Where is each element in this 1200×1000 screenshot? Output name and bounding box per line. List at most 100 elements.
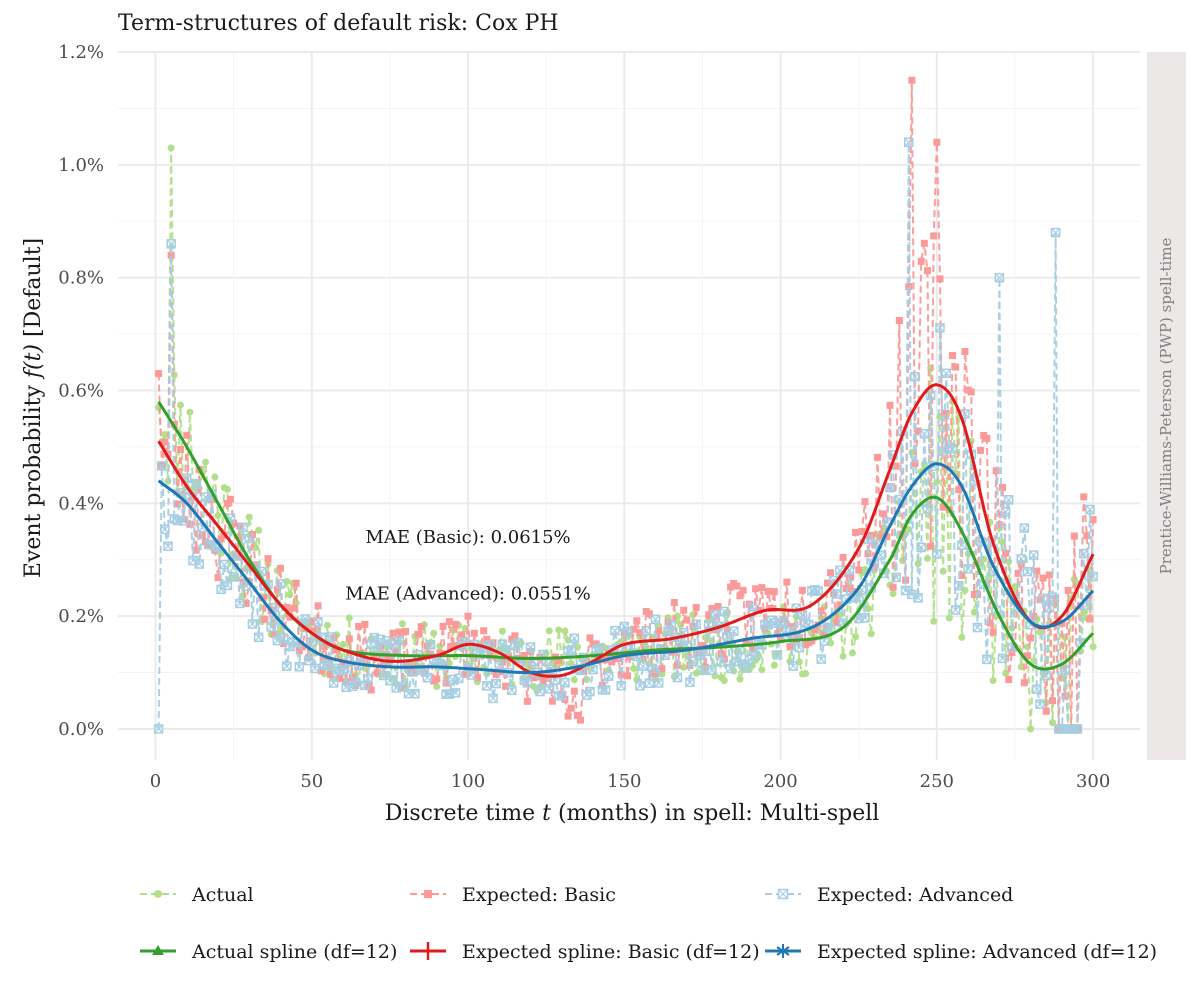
y-axis-title: Event probability f(t) [Default] xyxy=(21,238,46,578)
data-point-expected-basic xyxy=(833,619,841,627)
marker-cross xyxy=(166,239,176,249)
marker-cross xyxy=(954,581,964,591)
marker-cross xyxy=(322,661,332,671)
y-tick-label: 0.6% xyxy=(58,380,104,401)
data-point-expected-advanced xyxy=(957,540,967,550)
marker-box xyxy=(666,619,676,630)
data-point-expected-basic xyxy=(330,634,338,642)
data-point-actual xyxy=(555,626,563,634)
data-point-actual xyxy=(770,661,778,669)
marker-cross xyxy=(919,429,929,439)
data-point-expected-basic xyxy=(548,697,556,705)
data-point-expected-basic xyxy=(883,533,891,541)
data-point-expected-basic xyxy=(361,620,369,628)
data-point-expected-advanced xyxy=(941,368,951,379)
marker-cross xyxy=(773,650,782,660)
marker-cross xyxy=(935,323,945,333)
data-point-actual xyxy=(970,608,978,616)
data-point-expected-basic xyxy=(348,673,356,681)
data-point-expected-basic xyxy=(327,671,335,679)
x-tick-labels: 0 50 100 150 200 250 300 xyxy=(150,771,1111,792)
data-point-expected-advanced xyxy=(1082,600,1092,611)
data-point-expected-advanced xyxy=(919,429,930,439)
marker-box xyxy=(697,665,708,675)
marker-cross xyxy=(554,691,564,701)
marker-box xyxy=(166,239,176,249)
data-point-expected-advanced xyxy=(313,617,323,627)
data-point-expected-advanced xyxy=(650,614,661,625)
marker-cross xyxy=(326,632,335,642)
data-point-expected-basic xyxy=(817,607,825,615)
marker-box xyxy=(860,613,870,623)
data-point-expected-advanced xyxy=(163,541,173,551)
marker-cross xyxy=(779,616,789,626)
data-point-expected-basic xyxy=(555,656,563,664)
marker-cross xyxy=(335,666,345,676)
data-point-expected-basic xyxy=(630,625,638,633)
data-point-expected-basic xyxy=(608,658,616,666)
data-point-expected-advanced xyxy=(685,677,695,688)
marker-box xyxy=(622,626,633,637)
marker-cross xyxy=(1023,567,1032,577)
marker-cross xyxy=(666,619,676,629)
data-point-expected-basic xyxy=(820,629,828,637)
data-point-expected-advanced xyxy=(310,663,320,674)
data-point-expected-advanced xyxy=(653,678,664,688)
marker-box xyxy=(891,572,901,583)
marker-box xyxy=(769,618,780,628)
marker-box xyxy=(282,661,292,671)
data-point-expected-advanced xyxy=(644,678,655,688)
data-point-expected-basic xyxy=(708,604,716,612)
marker-cross xyxy=(179,516,189,526)
data-point-expected-basic xyxy=(236,522,244,530)
data-point-expected-basic xyxy=(264,555,272,563)
data-point-expected-basic xyxy=(736,592,744,600)
marker-cross xyxy=(1048,592,1057,602)
data-point-expected-advanced xyxy=(491,678,501,689)
data-point-expected-advanced xyxy=(507,685,517,695)
marker-cross xyxy=(229,572,239,582)
marker-box xyxy=(425,640,436,650)
marker-box xyxy=(444,689,455,699)
data-point-expected-basic xyxy=(698,642,706,650)
marker-cross xyxy=(601,685,610,695)
data-point-expected-basic xyxy=(1080,493,1088,501)
data-point-expected-basic xyxy=(948,352,956,360)
data-point-expected-advanced xyxy=(422,672,433,683)
data-point-expected-advanced xyxy=(922,504,933,514)
data-point-expected-basic xyxy=(364,681,372,689)
data-point-expected-advanced xyxy=(1016,554,1026,564)
data-point-expected-advanced xyxy=(157,461,167,471)
data-point-expected-basic xyxy=(705,611,713,619)
marker-cross xyxy=(885,483,895,493)
data-point-expected-advanced xyxy=(647,663,658,673)
marker-box xyxy=(916,542,926,553)
data-point-expected-basic xyxy=(564,712,572,720)
data-point-expected-basic xyxy=(442,679,450,687)
data-point-expected-advanced xyxy=(228,572,239,582)
marker-box xyxy=(588,664,598,675)
data-point-actual xyxy=(345,614,353,622)
marker-cross xyxy=(1085,505,1095,514)
data-point-expected-basic xyxy=(733,582,741,590)
data-point-expected-basic xyxy=(955,486,963,494)
data-point-expected-advanced xyxy=(925,390,936,401)
marker-cross xyxy=(963,564,973,574)
marker-cross xyxy=(569,633,579,643)
marker-cross xyxy=(497,639,507,649)
marker-box xyxy=(394,635,405,646)
marker-cross xyxy=(973,623,982,632)
data-point-expected-basic xyxy=(842,585,850,593)
marker-box xyxy=(544,684,555,694)
data-point-expected-advanced xyxy=(450,688,461,698)
marker-cross xyxy=(623,627,632,636)
marker-box xyxy=(238,522,248,533)
data-point-expected-basic xyxy=(573,711,581,719)
marker-box xyxy=(300,614,311,624)
marker-box xyxy=(691,619,701,630)
marker-cross xyxy=(598,685,607,695)
legend-item: Actual spline (df=12) xyxy=(140,941,397,963)
data-point-expected-basic xyxy=(873,453,881,461)
spline-adv_spline xyxy=(157,462,1095,675)
marker-box xyxy=(1044,603,1055,613)
